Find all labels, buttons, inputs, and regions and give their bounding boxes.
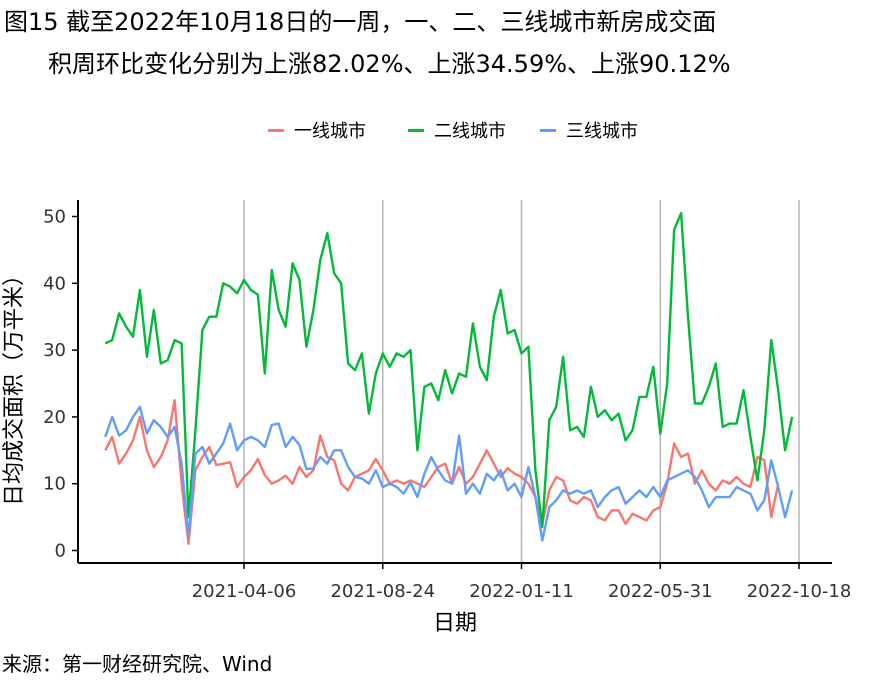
x-tick-label: 2021-04-06 [192,581,297,602]
legend-swatch-tier1 [268,128,284,132]
legend: 一线城市 二线城市 三线城市 [0,118,885,142]
y-tick-label: 10 [43,474,66,495]
chart-title-line1: 图15 截至2022年10月18日的一周，一、二、三线城市新房成交面 [4,8,717,36]
series-line-tier1 [104,399,780,545]
x-tick-label: 2021-08-24 [330,581,435,602]
legend-label-tier2: 二线城市 [434,121,506,142]
source-note: 来源：第一财经研究院、Wind [2,652,273,676]
x-axis-ticks: 2021-04-06 2021-08-24 2022-01-11 2022-05-31… [192,563,852,602]
y-tick-label: 0 [55,541,66,562]
series-line-tier3 [104,405,794,542]
x-tick-label: 2022-05-31 [608,581,713,602]
legend-swatch-tier3 [540,128,556,132]
x-tick-label: 2022-01-11 [469,581,574,602]
y-axis-label: 日均成交面积（万平米） [2,264,27,506]
legend-item-tier1: 一线城市 [268,118,366,142]
x-tick-label: 2022-10-18 [747,581,852,602]
legend-item-tier2: 二线城市 [408,118,506,142]
y-tick-label: 30 [43,340,66,361]
x-axis-label: 日期 [433,611,477,636]
y-axis-ticks: 0 10 20 30 40 50 [43,207,78,562]
series-line-tier2 [104,211,794,529]
legend-item-tier3: 三线城市 [540,118,638,142]
legend-swatch-tier2 [408,128,424,132]
legend-label-tier3: 三线城市 [566,121,638,142]
grid-lines [243,200,800,563]
legend-label-tier1: 一线城市 [294,121,366,142]
y-tick-label: 40 [43,273,66,294]
y-tick-label: 20 [43,407,66,428]
series-layer [104,211,794,545]
y-tick-label: 50 [43,207,66,228]
chart-title-line2: 积周环比变化分别为上涨82.02%、上涨34.59%、上涨90.12% [48,50,731,78]
